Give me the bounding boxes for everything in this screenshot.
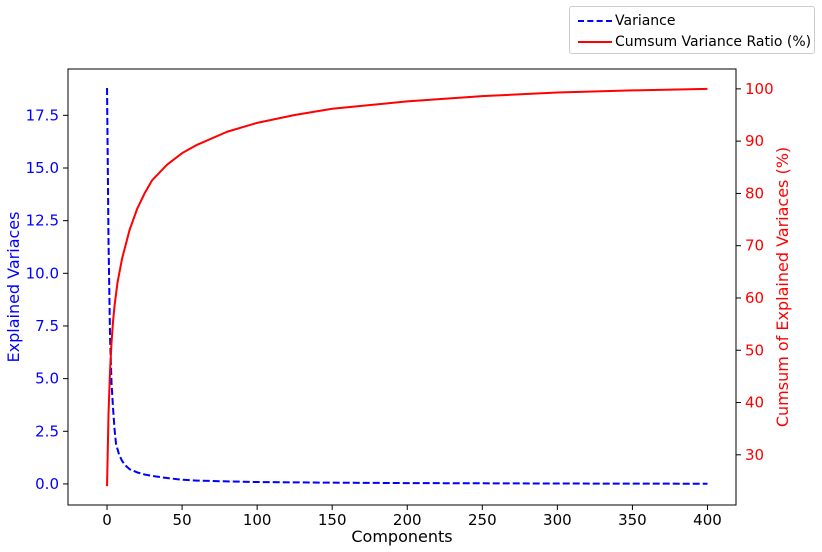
- left-y-tick-label: 15.0: [26, 159, 59, 177]
- left-y-axis-label: Explained Variaces: [4, 212, 23, 363]
- left-y-axis: 0.0 2.5 5.0 7.5 10.0 12.5 15.0 17.5: [26, 106, 68, 493]
- legend-item-variance: Variance: [570, 11, 814, 31]
- legend-swatch-cumsum: [578, 41, 612, 43]
- right-y-tick-label: 60: [745, 289, 764, 307]
- right-y-tick-label: 100: [745, 80, 774, 98]
- x-axis-label: Components: [351, 527, 452, 546]
- left-y-tick-label: 17.5: [26, 106, 59, 124]
- series-cumsum-line: [106, 87, 708, 487]
- right-y-tick-label: 70: [745, 237, 764, 255]
- series-variance-line: [106, 87, 708, 485]
- legend-label-variance: Variance: [615, 13, 676, 29]
- left-y-tick-label: 0.0: [35, 475, 59, 493]
- left-y-tick-label: 7.5: [35, 317, 59, 335]
- right-y-tick-label: 40: [745, 394, 764, 412]
- x-tick-label: 0: [102, 511, 112, 529]
- left-y-tick-label: 2.5: [35, 422, 59, 440]
- x-tick-label: 350: [618, 511, 647, 529]
- x-tick-label: 250: [468, 511, 497, 529]
- right-y-tick-label: 30: [745, 446, 764, 464]
- legend-label-cumsum: Cumsum Variance Ratio (%): [615, 34, 812, 50]
- x-tick-label: 100: [243, 511, 272, 529]
- x-tick-label: 400: [693, 511, 722, 529]
- legend-item-cumsum: Cumsum Variance Ratio (%): [570, 32, 814, 52]
- left-y-tick-label: 10.0: [26, 264, 59, 282]
- right-y-axis-label: Cumsum of Explained Variaces (%): [773, 147, 792, 427]
- legend: Variance Cumsum Variance Ratio (%): [569, 6, 815, 54]
- plot-frame: [67, 68, 737, 506]
- left-y-tick-label: 12.5: [26, 212, 59, 230]
- right-y-tick-label: 90: [745, 132, 764, 150]
- x-axis: 0 50 100 150 200 250 300 350 400: [102, 505, 722, 529]
- x-tick-label: 50: [173, 511, 192, 529]
- x-tick-label: 300: [543, 511, 572, 529]
- left-y-tick-label: 5.0: [35, 370, 59, 388]
- right-y-tick-label: 50: [745, 341, 764, 359]
- x-tick-label: 200: [393, 511, 422, 529]
- legend-swatch-variance: [578, 20, 612, 22]
- plot-area: [106, 87, 708, 487]
- right-y-axis: 30 40 50 60 70 80 90 100: [736, 80, 774, 464]
- right-y-tick-label: 80: [745, 184, 764, 202]
- x-tick-label: 150: [318, 511, 347, 529]
